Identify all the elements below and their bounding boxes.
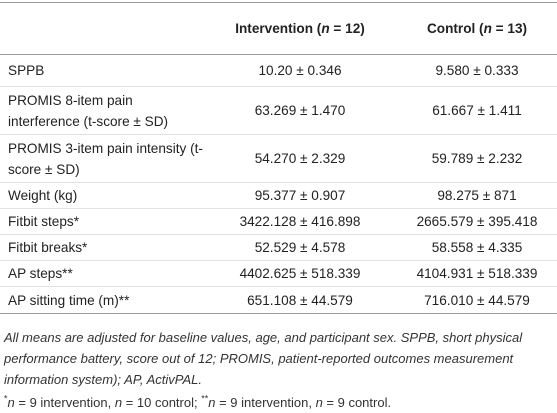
cell: 651.108 ± 44.579 — [203, 286, 397, 314]
table-row: PROMIS 8-item pain interference (t-score… — [0, 86, 557, 135]
cell: 58.558 ± 4.335 — [397, 234, 557, 261]
row-label: Fitbit steps* — [0, 208, 203, 235]
table-body: SPPB 10.20 ± 0.346 9.580 ± 0.333 PROMIS 8-i… — [0, 55, 557, 314]
cell: 98.275 ± 871 — [397, 182, 557, 209]
footnote: *n = 9 intervention, n = 10 control; **n… — [4, 392, 554, 413]
text-run: = 10 control; — [122, 395, 202, 410]
cell: 63.269 ± 1.470 — [203, 86, 397, 135]
cell: 52.529 ± 4.578 — [203, 234, 397, 261]
text-run: = 9 control. — [322, 395, 392, 410]
cell: 54.270 ± 2.329 — [203, 134, 397, 183]
row-label: AP sitting time (m)** — [0, 286, 203, 314]
table-row: SPPB 10.20 ± 0.346 9.580 ± 0.333 — [0, 55, 557, 87]
table-row: Weight (kg) 95.377 ± 0.907 98.275 ± 871 — [0, 182, 557, 209]
text-run: * — [4, 393, 8, 404]
column-header: Intervention (n = 12) — [203, 2, 397, 55]
table-row: AP steps** 4402.625 ± 518.339 4104.931 ± 5… — [0, 260, 557, 287]
cell: 9.580 ± 0.333 — [435, 63, 519, 78]
table-row: Fitbit breaks* 52.529 ± 4.578 58.558 ± 4.3… — [0, 234, 557, 261]
table-row: PROMIS 3-item pain intensity (t-score ± … — [0, 134, 557, 183]
cell: 4402.625 ± 518.339 — [203, 260, 397, 287]
footnotes: All means are adjusted for baseline valu… — [4, 327, 554, 413]
cell: 59.789 ± 2.232 — [397, 134, 557, 183]
text-run: n — [483, 21, 492, 36]
footnote: All means are adjusted for baseline valu… — [4, 327, 554, 390]
column-header: Control (n = 13) — [397, 2, 557, 55]
text-run: = 12) — [329, 21, 365, 36]
text-run: n — [315, 395, 323, 410]
row-label: PROMIS 3-item pain intensity (t-score ± … — [0, 134, 203, 183]
row-label: Fitbit breaks* — [0, 234, 203, 261]
row-label: PROMIS 8-item pain interference (t-score… — [0, 86, 203, 135]
table-row: Fitbit steps* 3422.128 ± 416.898 2665.579 … — [0, 208, 557, 235]
cell: 95.377 ± 0.907 — [203, 182, 397, 209]
cell: 61.667 ± 1.411 — [397, 86, 557, 135]
text-run: = 9 intervention, — [14, 395, 115, 410]
text-run: ** — [201, 393, 209, 404]
data-table: Intervention (n = 12) Control (n = 13) SP… — [0, 2, 557, 314]
text-run: n — [208, 395, 216, 410]
text-run: Intervention ( — [235, 21, 322, 36]
row-label: Weight (kg) — [0, 182, 203, 209]
text-run: = 13) — [491, 21, 528, 36]
cell: 2665.579 ± 395.418 — [397, 208, 557, 235]
text-run: = 9 intervention, — [215, 395, 316, 410]
text-run: Control ( — [426, 21, 484, 36]
cell: 4104.931 ± 518.339 — [397, 260, 557, 287]
header-row: Intervention (n = 12) Control (n = 13) — [0, 2, 557, 55]
cell: 10.20 ± 0.346 — [258, 63, 342, 78]
text-run: n — [7, 395, 15, 410]
cell: 3422.128 ± 416.898 — [203, 208, 397, 235]
table-row: AP sitting time (m)** 651.108 ± 44.579 716… — [0, 286, 557, 314]
cell: 716.010 ± 44.579 — [397, 286, 557, 314]
text-run: All means are adjusted for baseline valu… — [4, 330, 523, 387]
text-run: n — [114, 395, 123, 410]
text-run: n — [321, 21, 330, 36]
column-header — [0, 2, 203, 55]
row-label: AP steps** — [0, 260, 203, 287]
row-label: SPPB — [8, 63, 45, 78]
